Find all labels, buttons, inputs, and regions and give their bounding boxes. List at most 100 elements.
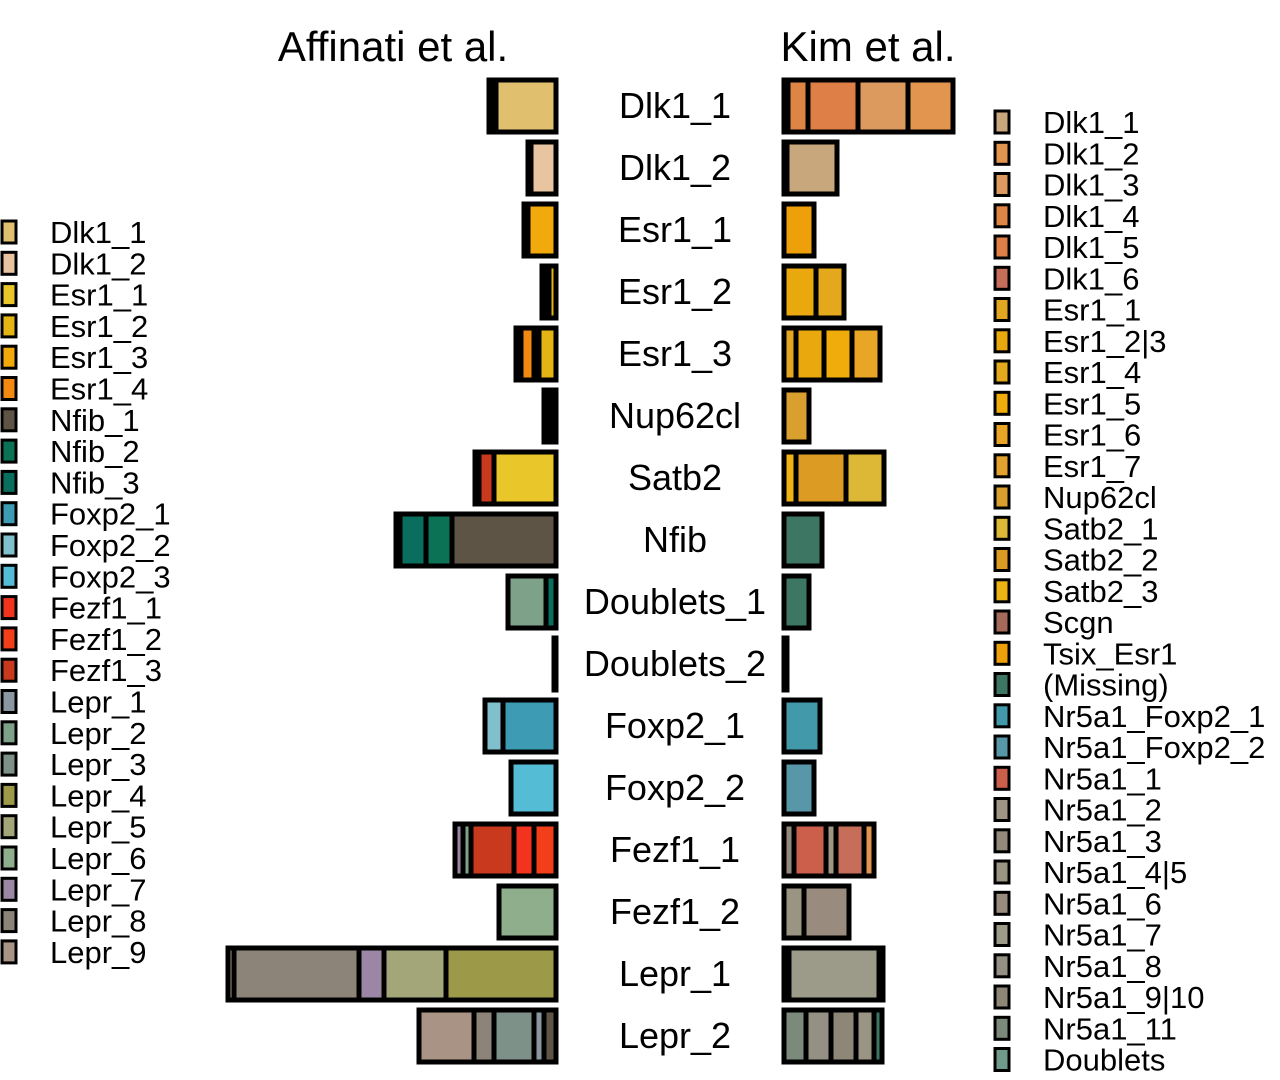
left-bar-dlk1-1-segment-dlk1-1-0	[493, 77, 559, 135]
category-label-fezf1-1: Fezf1_1	[610, 829, 740, 870]
left-legend-swatch-foxp2-2	[0, 532, 18, 558]
right-legend-label-esr1-5: Esr1_5	[1043, 386, 1141, 421]
left-bar-lepr-1-segment-lepr-7-2	[356, 945, 387, 1003]
category-label-satb2: Satb2	[628, 457, 722, 498]
left-legend-label-esr1-3: Esr1_3	[50, 340, 148, 375]
category-label-lepr-2: Lepr_2	[619, 1015, 731, 1056]
right-legend-label-nr5a1-2: Nr5a1_2	[1043, 793, 1162, 828]
left-legend-swatch-lepr-2	[0, 720, 18, 746]
left-bar-nfib-segment-nfib-3-2	[397, 511, 429, 569]
category-label-nfib: Nfib	[643, 519, 707, 560]
right-legend-swatch-dlk1-5	[993, 234, 1011, 260]
left-bar-dlk1-1-segment-esr1-2-2	[486, 77, 495, 135]
left-legend-label-lepr-2: Lepr_2	[50, 716, 147, 751]
right-bar-satb2-segment-satb2-1-2	[843, 449, 887, 507]
category-label-doublets-2: Doublets_2	[584, 643, 766, 684]
right-legend-label-dlk1-5: Dlk1_5	[1043, 230, 1140, 265]
left-bar-nfib-segment-fezf1-1-3	[393, 511, 403, 569]
left-legend-label-lepr-9: Lepr_9	[50, 935, 147, 970]
left-bar-lepr-2-segment-lepr-9-4	[416, 1007, 477, 1065]
right-bar-nfib-segment-missing-0	[781, 511, 825, 569]
left-legend-label-lepr-7: Lepr_7	[50, 872, 147, 907]
left-legend-label-lepr-6: Lepr_6	[50, 841, 147, 876]
right-bar-lepr-1-segment-missing-2	[876, 945, 886, 1003]
left-legend-swatch-fezf1-3	[0, 657, 18, 683]
category-label-esr1-1: Esr1_1	[618, 209, 732, 250]
left-bar-lepr-2-segment-lepr-8-3	[471, 1007, 497, 1065]
left-legend-swatch-nfib-2	[0, 438, 18, 464]
right-legend: Dlk1_1Dlk1_2Dlk1_3Dlk1_4Dlk1_5Dlk1_6Esr1…	[993, 105, 1265, 1078]
left-legend-swatch-lepr-5	[0, 814, 18, 840]
right-legend-swatch-nr5a1-foxp2-1	[993, 703, 1011, 729]
left-legend-label-lepr-3: Lepr_3	[50, 747, 147, 782]
left-bar-foxp2-1-segment-foxp2-2-1	[482, 697, 506, 755]
left-bar-lepr-1-segment-lepr-5-1	[381, 945, 449, 1003]
left-legend-label-fezf1-3: Fezf1_3	[50, 653, 162, 688]
left-legend: Dlk1_1Dlk1_2Esr1_1Esr1_2Esr1_3Esr1_4Nfib…	[0, 215, 171, 970]
right-legend-label-esr1-1: Esr1_1	[1043, 293, 1141, 328]
category-label-doublets-1: Doublets_1	[584, 581, 766, 622]
right-bar-doublets-2-segment-doublets-0	[781, 635, 790, 693]
left-legend-swatch-dlk1-1	[0, 219, 18, 245]
right-bar-foxp2-1-segment-nr5a1-foxp2-1-0	[781, 697, 823, 755]
right-bar-dlk1-1-segment-dlk1-3-3	[855, 77, 911, 135]
right-legend-swatch-nr5a1-7	[993, 922, 1011, 947]
right-legend-label-nr5a1-11: Nr5a1_11	[1043, 1011, 1177, 1046]
right-bar-dlk1-2-segment-dlk1-1-1	[784, 139, 840, 197]
category-label-dlk1-1: Dlk1_1	[619, 85, 731, 126]
right-legend-swatch-nr5a1-8	[993, 953, 1011, 979]
right-legend-swatch-dlk1-6	[993, 265, 1011, 291]
title-affinati: Affinati et al.	[278, 23, 508, 70]
left-bar-esr1-3-segment-esr1-2-0	[536, 325, 559, 383]
left-legend-label-nfib-1: Nfib_1	[50, 403, 140, 438]
right-legend-label-missing: (Missing)	[1043, 668, 1169, 703]
right-bar-doublets-1-segment-missing-0	[781, 573, 812, 631]
left-bar-foxp2-2-segment-foxp2-3-0	[508, 759, 559, 817]
right-bar-satb2-segment-satb2-2-1	[793, 449, 849, 507]
right-legend-swatch-nr5a1-4-5	[993, 859, 1011, 885]
right-bar-dlk1-1-segment-dlk1-2-4	[905, 77, 956, 135]
left-legend-swatch-lepr-1	[0, 689, 18, 714]
right-legend-label-satb2-1: Satb2_1	[1043, 511, 1159, 546]
left-legend-swatch-lepr-4	[0, 782, 18, 808]
category-label-esr1-3: Esr1_3	[618, 333, 732, 374]
right-legend-swatch-dlk1-3	[993, 172, 1011, 197]
left-legend-swatch-foxp2-1	[0, 501, 18, 527]
right-legend-swatch-tsix-esr1	[993, 640, 1011, 666]
right-bar-foxp2-2-segment-nr5a1-foxp2-2-0	[781, 759, 817, 817]
right-legend-swatch-nr5a1-6	[993, 890, 1011, 916]
left-bar-nup62cl-segment-esr1-4-2	[541, 387, 550, 445]
left-legend-label-lepr-1: Lepr_1	[50, 685, 147, 720]
left-legend-label-lepr-8: Lepr_8	[50, 904, 147, 939]
left-bar-dlk1-2-segment-dlk1-2-0	[528, 139, 559, 197]
left-legend-swatch-lepr-3	[0, 751, 18, 777]
left-legend-swatch-esr1-1	[0, 282, 18, 308]
right-legend-swatch-esr1-2-3	[993, 328, 1011, 354]
left-legend-label-dlk1-1: Dlk1_1	[50, 215, 147, 250]
right-legend-label-esr1-6: Esr1_6	[1043, 418, 1141, 453]
category-label-nup62cl: Nup62cl	[609, 395, 741, 436]
right-legend-label-scgn: Scgn	[1043, 605, 1114, 640]
category-label-foxp2-2: Foxp2_2	[605, 767, 745, 808]
right-bar-esr1-3-segment-esr1-5-2	[821, 325, 855, 383]
right-legend-swatch-missing	[993, 672, 1011, 697]
right-legend-label-dlk1-1: Dlk1_1	[1043, 105, 1140, 140]
left-bar-nfib-segment-nfib-1-0	[449, 511, 559, 569]
right-bar-esr1-2-segment-esr1-2-3-0	[781, 263, 819, 321]
right-legend-label-esr1-7: Esr1_7	[1043, 449, 1141, 484]
right-legend-swatch-nr5a1-2	[993, 797, 1011, 822]
left-bar-lepr-2-segment-lepr-3-2	[491, 1007, 537, 1065]
left-legend-label-foxp2-2: Foxp2_2	[50, 528, 171, 563]
left-legend-label-esr1-4: Esr1_4	[50, 372, 148, 407]
left-legend-swatch-dlk1-2	[0, 250, 18, 276]
right-legend-label-doublets: Doublets	[1043, 1043, 1165, 1078]
left-legend-swatch-fezf1-2	[0, 626, 18, 652]
left-bar-esr1-1-segment-esr1-1-1	[521, 201, 531, 259]
right-bar-esr1-2-segment-esr1-4-1	[813, 263, 847, 321]
right-legend-swatch-esr1-5	[993, 390, 1011, 416]
right-legend-label-tsix-esr1: Tsix_Esr1	[1043, 636, 1177, 671]
right-legend-label-nr5a1-4-5: Nr5a1_4|5	[1043, 855, 1187, 890]
right-legend-label-nr5a1-9-10: Nr5a1_9|10	[1043, 980, 1204, 1015]
right-legend-swatch-nup62cl	[993, 484, 1011, 510]
left-legend-label-esr1-1: Esr1_1	[50, 278, 148, 313]
